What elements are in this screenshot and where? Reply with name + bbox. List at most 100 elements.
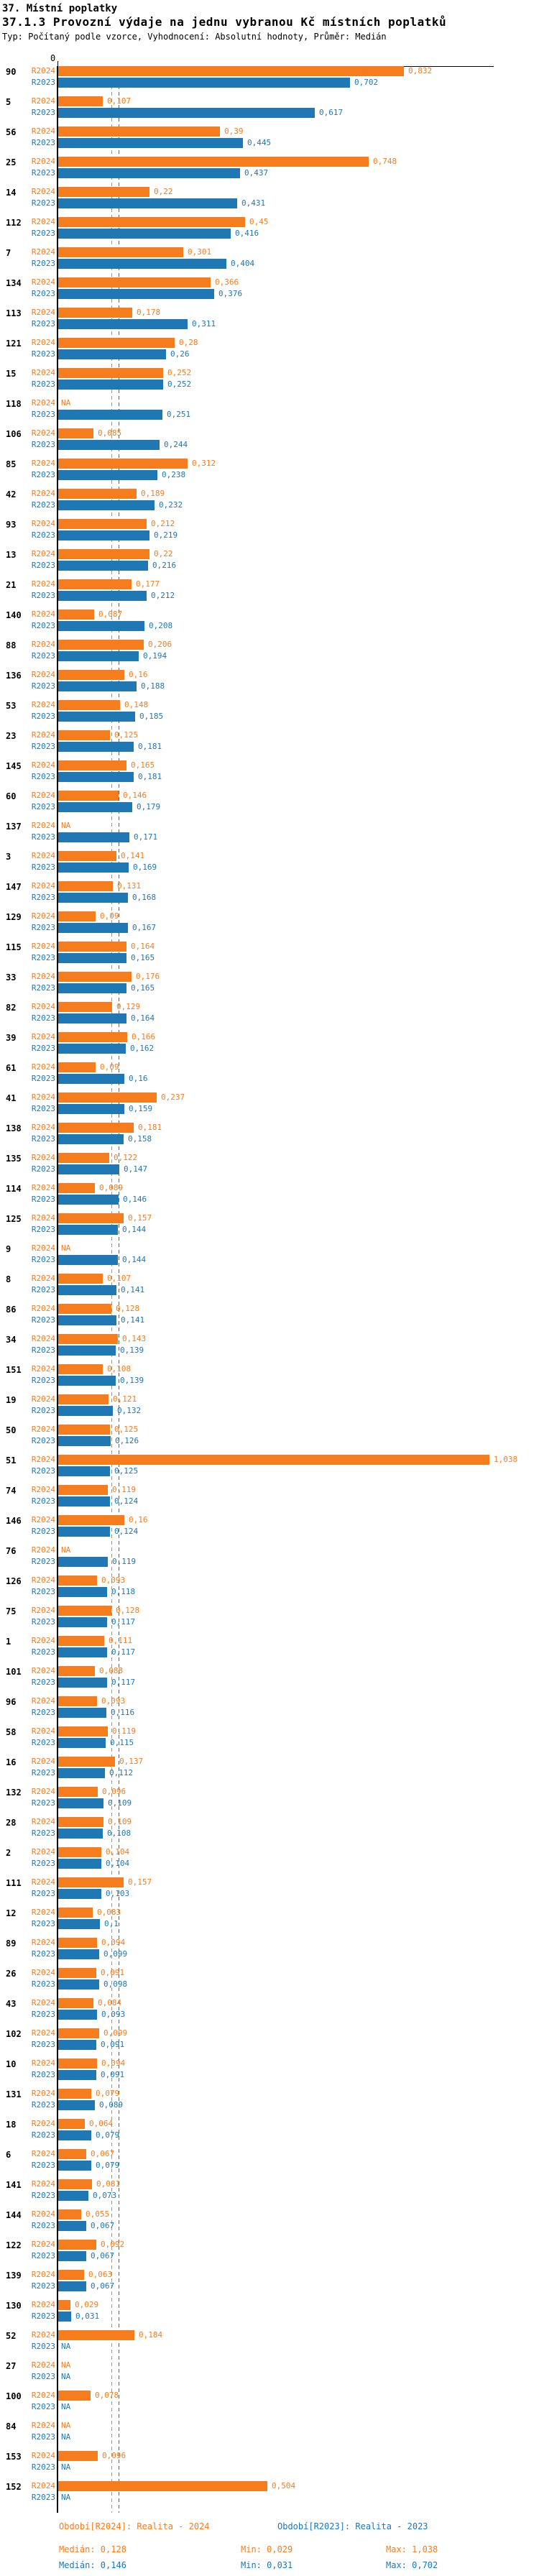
page-subtitle: 37.1.3 Provozní výdaje na jednu vybranou… <box>2 15 447 29</box>
bar-group: 43 R2024 R2023 0,084 0,093 <box>0 1998 539 2020</box>
series-label-r2024: R2024 <box>31 368 55 377</box>
value-label-r2023: 0,089 <box>99 2100 124 2110</box>
stat-max-r2023: Max: 0,702 <box>386 2560 438 2570</box>
bar-group: 53 R2024 R2023 0,148 0,185 <box>0 700 539 722</box>
bar-r2024 <box>58 549 149 559</box>
bar-r2023 <box>58 1496 110 1506</box>
category-label: 43 <box>6 1999 17 2009</box>
bar-r2024 <box>58 1576 97 1586</box>
bar-group: 34 R2024 R2023 0,143 0,139 <box>0 1334 539 1356</box>
value-label-r2024: 0,157 <box>128 1877 152 1887</box>
y-axis-line <box>57 66 58 2513</box>
value-label-r2023: 0,079 <box>96 2130 120 2140</box>
bar-group: 25 R2024 R2023 0,748 0,437 <box>0 157 539 178</box>
bar-r2024 <box>58 640 144 650</box>
value-label-r2023: 0,208 <box>149 621 173 630</box>
bar-r2023 <box>58 1285 116 1295</box>
bar-r2024 <box>58 277 211 288</box>
series-label-r2023: R2023 <box>31 2462 55 2472</box>
value-label-r2023: 0,251 <box>167 410 191 419</box>
series-label-r2024: R2024 <box>31 1545 55 1555</box>
series-label-r2024: R2024 <box>31 338 55 347</box>
bar-group: 114 R2024 R2023 0,089 0,146 <box>0 1183 539 1205</box>
bar-group: 27 R2024 R2023 NA NA <box>0 2360 539 2382</box>
series-label-r2024: R2024 <box>31 1606 55 1615</box>
value-label-r2023: 0,067 <box>91 2251 115 2260</box>
value-label-r2024: 0,181 <box>138 1123 162 1132</box>
axis-zero-tick <box>57 61 58 66</box>
bar-r2024 <box>58 1787 98 1797</box>
value-label-r2023: 0,141 <box>121 1315 145 1325</box>
value-label-r2024: 0,504 <box>272 2481 296 2490</box>
bar-group: 126 R2024 R2023 0,093 0,118 <box>0 1576 539 1597</box>
category-label: 25 <box>6 157 17 167</box>
value-label-r2023: 0,093 <box>101 2010 126 2019</box>
value-label-r2024: 0,131 <box>117 881 142 891</box>
category-label: 7 <box>6 248 11 258</box>
value-label-r2023: 0,098 <box>103 1979 128 1989</box>
series-label-r2024: R2024 <box>31 1092 55 1102</box>
series-label-r2024: R2024 <box>31 942 55 951</box>
bar-group: 14 R2024 R2023 0,22 0,431 <box>0 187 539 208</box>
value-label-r2023: 0,091 <box>101 2040 125 2049</box>
category-label: 18 <box>6 2120 17 2130</box>
bar-r2024 <box>58 1998 93 2008</box>
bar-r2024 <box>58 66 404 76</box>
series-label-r2024: R2024 <box>31 2421 55 2430</box>
series-label-r2023: R2023 <box>31 742 55 751</box>
bar-r2023 <box>58 440 160 450</box>
bar-r2024 <box>58 1183 95 1193</box>
bar-r2023 <box>58 1013 126 1024</box>
bar-r2023 <box>58 1225 118 1235</box>
category-label: 86 <box>6 1305 17 1315</box>
value-label-r2023: NA <box>61 2493 71 2502</box>
bar-r2023 <box>58 802 132 812</box>
series-label-r2023: R2023 <box>31 319 55 328</box>
bar-group: 141 R2024 R2023 0,081 0,073 <box>0 2179 539 2201</box>
value-label-r2023: 0,404 <box>231 259 255 268</box>
value-label-r2023: 0,244 <box>164 440 188 449</box>
series-label-r2023: R2023 <box>31 1406 55 1415</box>
series-label-r2024: R2024 <box>31 2089 55 2098</box>
category-label: 5 <box>6 97 11 107</box>
series-label-r2024: R2024 <box>31 2330 55 2340</box>
value-label-r2024: 0,832 <box>408 66 433 75</box>
category-label: 3 <box>6 852 11 862</box>
value-label-r2024: 0,39 <box>224 126 244 136</box>
series-label-r2024: R2024 <box>31 2240 55 2249</box>
bar-r2023 <box>58 2161 91 2171</box>
value-label-r2023: 0,146 <box>123 1195 147 1204</box>
series-label-r2024: R2024 <box>31 549 55 558</box>
value-label-r2023: 0,167 <box>132 923 157 932</box>
series-label-r2023: R2023 <box>31 621 55 630</box>
series-label-r2023: R2023 <box>31 1557 55 1566</box>
bar-r2024 <box>58 1515 124 1525</box>
series-label-r2024: R2024 <box>31 791 55 800</box>
bar-r2024 <box>58 1606 111 1616</box>
bar-group: 102 R2024 R2023 0,099 0,091 <box>0 2028 539 2050</box>
value-label-r2024: 0,104 <box>106 1847 130 1857</box>
value-label-r2024: 0,108 <box>107 1364 132 1374</box>
axis-zero-label: 0 <box>50 53 56 63</box>
bar-group: 152 R2024 R2023 0,504 NA <box>0 2481 539 2503</box>
series-label-r2024: R2024 <box>31 217 55 226</box>
bar-r2024 <box>58 2451 98 2461</box>
category-label: 26 <box>6 1969 17 1979</box>
bar-r2024 <box>58 519 147 529</box>
value-label-r2023: 0,124 <box>114 1496 139 1506</box>
bar-r2023 <box>58 2010 97 2020</box>
series-label-r2023: R2023 <box>31 229 55 238</box>
bar-group: 134 R2024 R2023 0,366 0,376 <box>0 277 539 299</box>
value-label-r2023: 0,702 <box>354 78 379 87</box>
value-label-r2024: 0,094 <box>101 2058 126 2068</box>
bar-r2024 <box>58 670 124 680</box>
bar-r2023 <box>58 953 126 963</box>
category-label: 60 <box>6 791 17 801</box>
bar-r2023 <box>58 1466 110 1476</box>
series-label-r2023: R2023 <box>31 380 55 389</box>
bar-r2024 <box>58 2179 92 2189</box>
series-label-r2024: R2024 <box>31 1757 55 1766</box>
series-label-r2023: R2023 <box>31 530 55 540</box>
bar-group: 60 R2024 R2023 0,146 0,179 <box>0 791 539 812</box>
value-label-r2024: 0,165 <box>131 760 155 770</box>
